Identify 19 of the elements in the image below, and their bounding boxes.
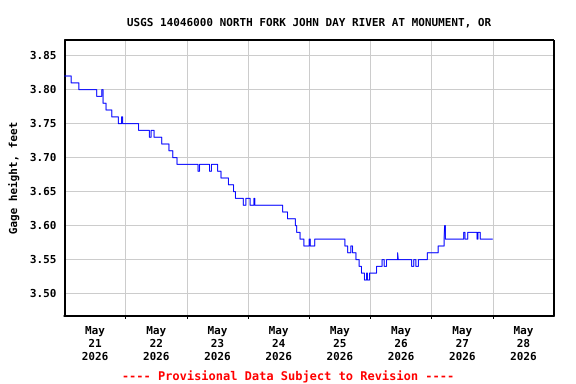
x-tick-label: May 27 2026: [448, 324, 476, 363]
x-tick-label: May 28 2026: [510, 324, 538, 363]
x-tick-label: May 22 2026: [142, 324, 170, 363]
y-axis-title: Gage height, feet: [7, 122, 20, 234]
y-tick-label: 3.70: [30, 151, 56, 164]
x-tick-label: May 25 2026: [326, 324, 354, 363]
y-tick-label: 3.75: [30, 117, 56, 130]
y-tick-label: 3.50: [30, 287, 56, 300]
x-tick-label: May 21 2026: [82, 324, 109, 363]
y-tick-label: 3.60: [30, 219, 56, 232]
text: ---- Provisional Data Subject to Revision ----: [122, 369, 454, 383]
y-tick-label: 3.85: [30, 49, 56, 62]
x-tick-label: May 26 2026: [388, 324, 415, 363]
x-tick-label: May 23 2026: [204, 324, 232, 363]
y-tick-label: 3.55: [30, 253, 56, 266]
chart-title: USGS 14046000 NORTH FORK JOHN DAY RIVER AT MONUMENT, OR: [126, 16, 492, 29]
y-tick-label: 3.65: [30, 185, 56, 198]
y-tick-label: 3.80: [30, 83, 56, 96]
x-tick-label: May 24 2026: [265, 324, 292, 363]
